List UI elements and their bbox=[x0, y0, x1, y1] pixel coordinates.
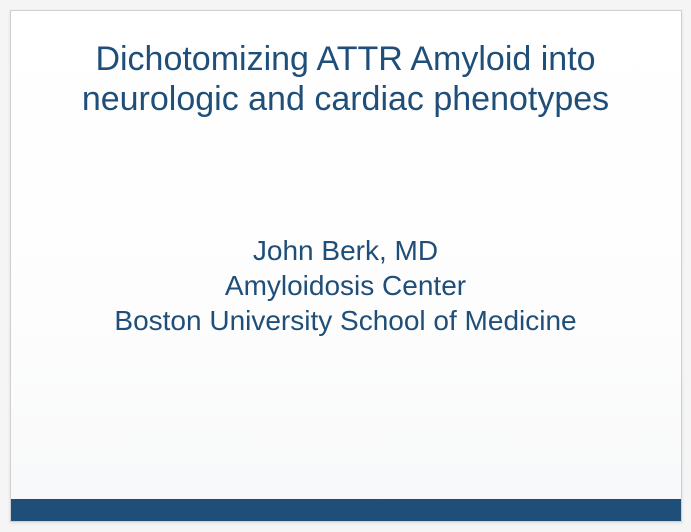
title-line-2: neurologic and cardiac phenotypes bbox=[31, 79, 661, 119]
author-name: John Berk, MD bbox=[253, 233, 438, 268]
title-block: Dichotomizing ATTR Amyloid into neurolog… bbox=[11, 11, 681, 119]
title-line-1: Dichotomizing ATTR Amyloid into bbox=[31, 39, 661, 79]
institution-name: Boston University School of Medicine bbox=[114, 303, 576, 338]
center-name: Amyloidosis Center bbox=[225, 268, 466, 303]
footer-accent-bar bbox=[11, 499, 681, 521]
slide: Dichotomizing ATTR Amyloid into neurolog… bbox=[10, 10, 682, 522]
body-block: John Berk, MD Amyloidosis Center Boston … bbox=[11, 119, 681, 521]
